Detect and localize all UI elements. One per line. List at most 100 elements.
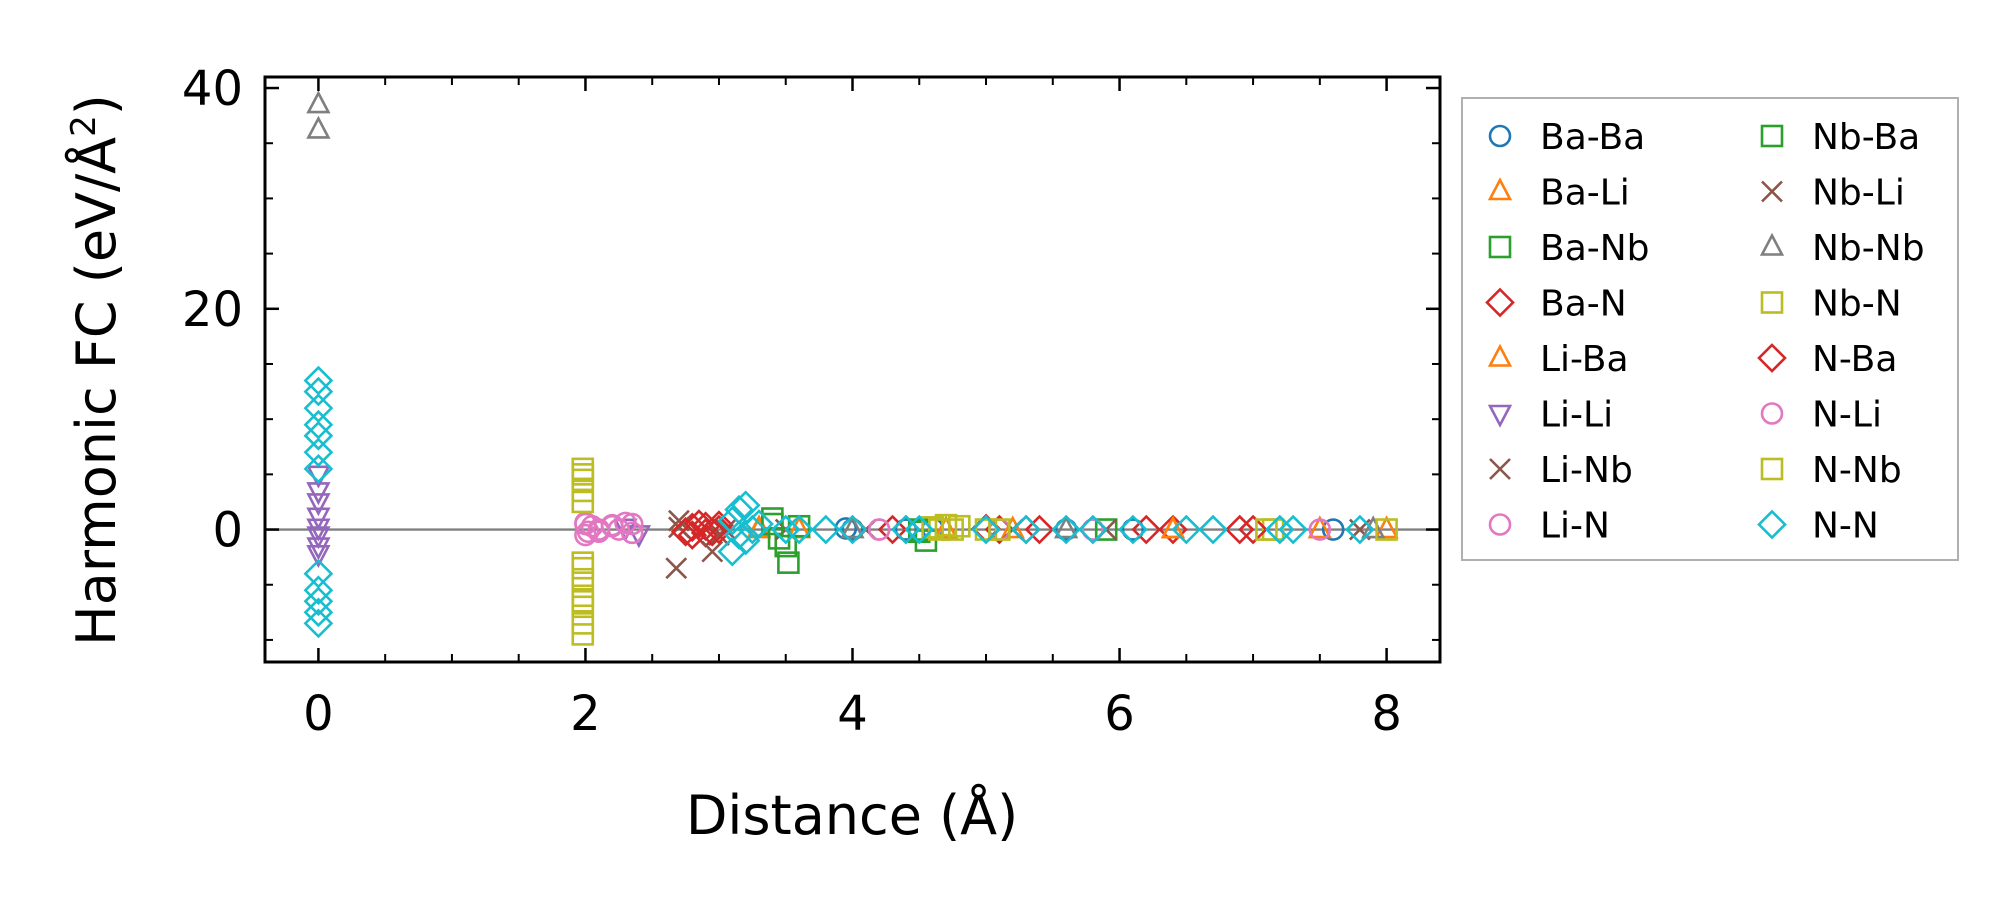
- data-point-nb-n: [974, 518, 998, 541]
- data-point-nb-nb: [840, 515, 865, 539]
- legend-label-n-ba: N-Ba: [1812, 339, 1897, 380]
- data-point-nb-n: [571, 623, 595, 646]
- legend-label-n-n: N-N: [1812, 506, 1879, 547]
- legend-marker-ba-li: [1487, 177, 1513, 201]
- data-point-n-n: [837, 514, 868, 545]
- data-point-n-n: [971, 514, 1001, 545]
- data-point-li-li: [306, 518, 331, 542]
- legend: Ba-Ba Ba-Li Ba-Nb Ba-N Li-Ba Li-Li Li-Nb Li-N Nb…: [1461, 97, 1959, 561]
- legend-marker-n-ba: [1757, 343, 1787, 373]
- y-tick-label: 0: [212, 503, 243, 559]
- data-point-n-n: [1011, 514, 1041, 545]
- legend-box: [1461, 97, 1959, 561]
- data-point-n-ba: [697, 516, 728, 547]
- data-point-li-n: [620, 521, 644, 545]
- legend-marker-nb-n: [1760, 291, 1784, 314]
- data-point-nb-n: [571, 490, 595, 514]
- x-axis-title: Distance (Å): [686, 783, 1018, 847]
- data-point-ba-n: [1158, 514, 1188, 545]
- data-point-n-nb: [1255, 518, 1278, 541]
- data-point-ba-li: [1307, 515, 1332, 539]
- legend-marker-n-n: [1757, 509, 1787, 540]
- legend-marker-nb-li: [1761, 180, 1783, 203]
- data-point-n-n: [1198, 514, 1228, 545]
- data-point-ba-n: [684, 509, 714, 539]
- data-point-nb-nb: [306, 115, 331, 139]
- data-point-n-ba: [1024, 514, 1055, 545]
- legend-marker-n-li: [1760, 402, 1784, 425]
- data-point-li-ba: [1374, 515, 1399, 539]
- data-point-nb-nb: [306, 90, 331, 114]
- data-point-n-n: [303, 586, 334, 617]
- legend-label-n-nb: N-Nb: [1812, 450, 1902, 491]
- data-point-li-ba: [1160, 515, 1186, 539]
- legend-label-ba-nb: Ba-Nb: [1540, 228, 1650, 269]
- data-point-n-n: [303, 393, 334, 423]
- data-point-li-li: [306, 526, 331, 550]
- data-point-li-li: [306, 537, 331, 561]
- data-point-n-n: [303, 597, 334, 628]
- data-point-nb-n: [1375, 518, 1398, 541]
- legend-label-n-li: N-Li: [1812, 395, 1882, 436]
- y-tick-label: 20: [182, 282, 243, 338]
- x-tick-label: 4: [837, 686, 868, 742]
- data-point-ba-n: [1224, 514, 1255, 545]
- data-point-ba-li: [1000, 515, 1025, 539]
- data-point-n-nb: [988, 518, 1011, 541]
- axis-ticks: 0 2 4 6 8 0 20 40: [182, 61, 1440, 742]
- legend-label-nb-li: Nb-Li: [1812, 173, 1905, 214]
- data-point-n-n: [1171, 514, 1202, 545]
- data-point-ba-nb: [777, 551, 800, 574]
- data-point-n-nb: [571, 463, 595, 486]
- data-point-n-n: [784, 514, 814, 545]
- data-point-n-n: [810, 514, 841, 545]
- data-point-n-nb: [941, 518, 964, 541]
- x-tick-label: 2: [570, 686, 601, 742]
- legend-label-ba-ba: Ba-Ba: [1540, 117, 1645, 158]
- data-point-n-n: [303, 409, 334, 440]
- legend-marker-ba-nb: [1488, 235, 1512, 259]
- legend-label-li-n: Li-N: [1540, 506, 1610, 547]
- data-point-ba-n: [877, 514, 908, 545]
- data-point-nb-nb: [1361, 515, 1386, 539]
- data-point-n-n: [1051, 514, 1081, 545]
- data-point-n-n: [730, 490, 761, 521]
- data-point-li-ba: [933, 515, 959, 539]
- legend-marker-li-li: [1487, 404, 1513, 428]
- data-point-n-nb: [571, 556, 595, 580]
- data-point-li-li: [306, 493, 331, 517]
- data-point-n-nb: [927, 518, 951, 541]
- data-point-n-n: [717, 536, 748, 567]
- data-point-n-li: [867, 518, 891, 541]
- plot-area: [265, 90, 1440, 646]
- data-point-nb-nb: [1053, 515, 1079, 539]
- data-point-nb-ba: [761, 512, 784, 536]
- y-axis-title-main: Harmonic FC (eV/Å: [64, 137, 128, 646]
- data-point-n-n: [303, 608, 334, 639]
- legend-label-li-li: Li-Li: [1540, 395, 1613, 436]
- data-point-n-n: [737, 514, 768, 545]
- data-point-n-n: [730, 525, 761, 556]
- legend-label-li-nb: Li-Nb: [1540, 450, 1633, 491]
- data-point-n-n: [904, 514, 935, 545]
- data-point-li-nb: [665, 557, 688, 580]
- data-point-n-n: [1118, 514, 1148, 545]
- data-point-n-n: [717, 505, 748, 536]
- data-point-n-n: [1078, 514, 1108, 545]
- data-point-n-n: [303, 575, 334, 606]
- legend-marker-ba-n: [1485, 287, 1515, 318]
- legend-label-nb-nb: Nb-Nb: [1812, 228, 1925, 269]
- x-tick-label: 8: [1371, 686, 1402, 742]
- legend-marker-li-nb: [1489, 458, 1511, 480]
- legend-label-nb-n: Nb-N: [1812, 284, 1902, 325]
- data-point-n-li: [1081, 518, 1105, 541]
- data-point-nb-n: [934, 513, 958, 537]
- data-point-n-li: [1308, 518, 1332, 541]
- y-axis-title-close: ): [65, 94, 128, 115]
- data-point-li-nb: [701, 540, 724, 563]
- x-tick-label: 6: [1104, 686, 1135, 742]
- data-point-ba-nb: [1094, 518, 1118, 541]
- data-point-n-n: [303, 376, 334, 407]
- data-point-li-li: [306, 507, 331, 531]
